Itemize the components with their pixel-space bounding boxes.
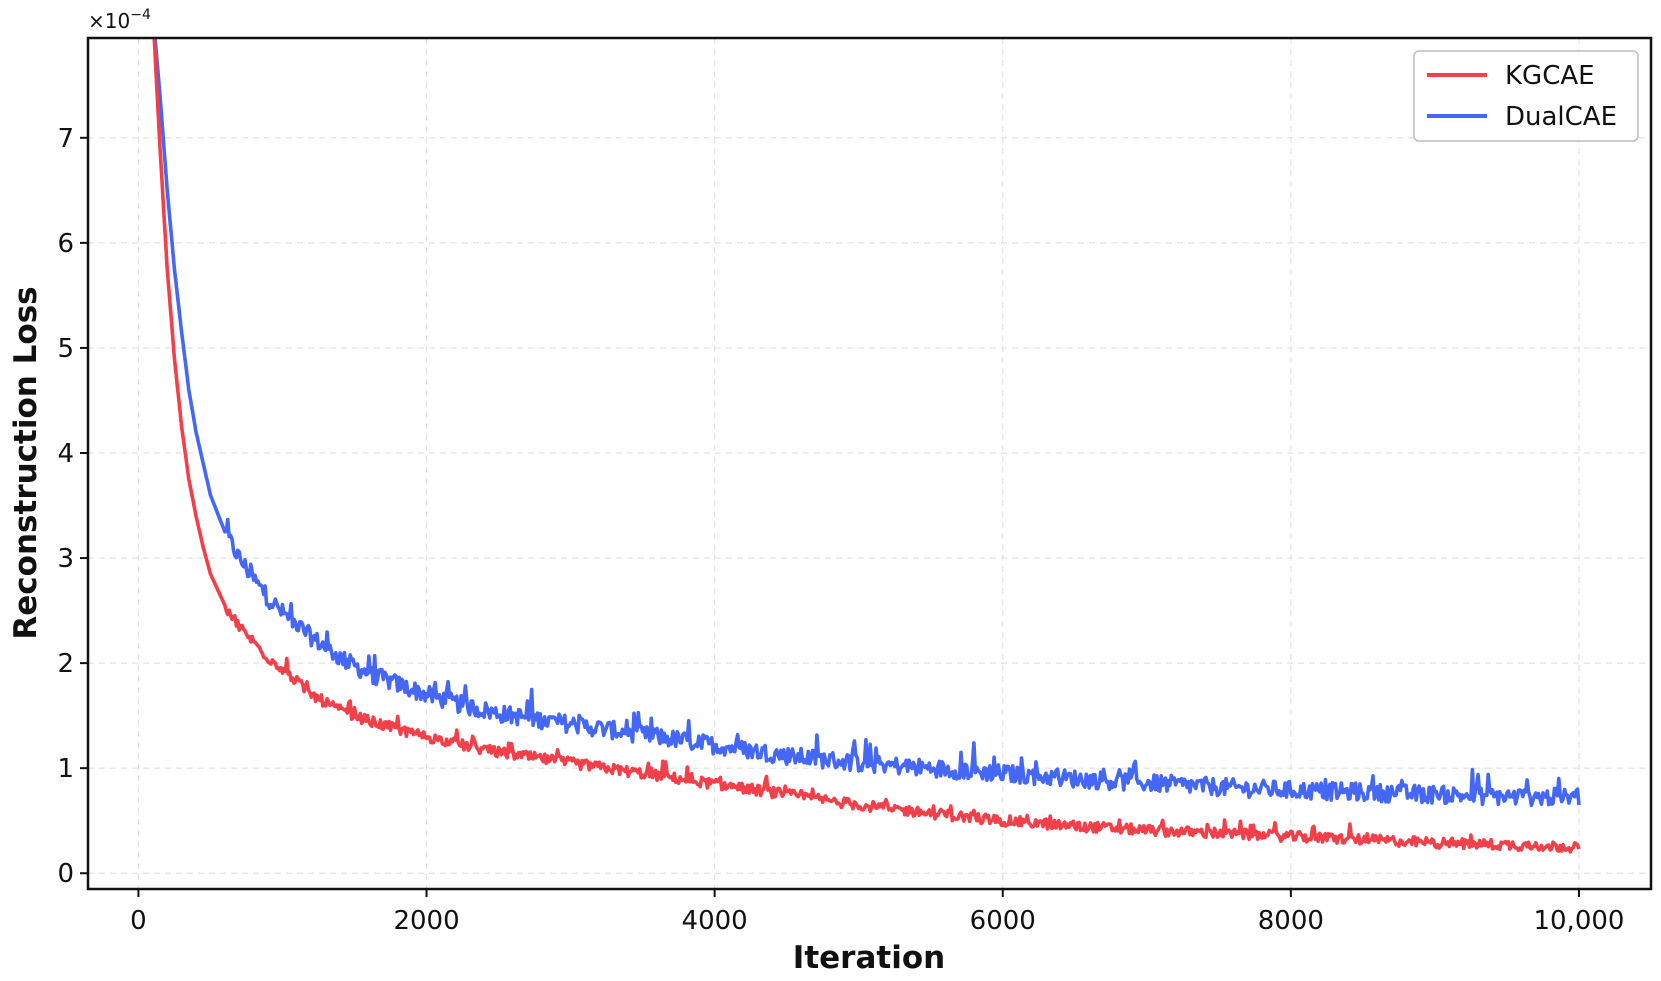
series-layer (152, 38, 1581, 854)
y-tick-label: 1 (57, 754, 74, 784)
series-line-dualcae (153, 38, 1581, 808)
y-tick-label: 4 (57, 439, 74, 469)
y-axis: 0 1 2 3 4 5 6 7 (57, 124, 88, 889)
x-tick-label: 4000 (682, 906, 748, 936)
x-axis: 0 2000 4000 6000 8000 10,000 (130, 889, 1624, 936)
x-tick-label: 10,000 (1533, 906, 1624, 936)
legend-label-kgcae: KGCAE (1505, 61, 1595, 91)
y-tick-label: 0 (57, 859, 74, 889)
y-tick-label: 6 (57, 229, 74, 259)
grid-lines (88, 38, 1651, 889)
y-tick-label: 3 (57, 544, 74, 574)
y-tick-label: 7 (57, 124, 74, 154)
x-tick-label: 2000 (393, 906, 459, 936)
x-axis-title: Iteration (793, 940, 945, 976)
y-tick-label: 2 (57, 649, 74, 679)
series-line-kgcae (152, 38, 1581, 854)
legend-label-dualcae: DualCAE (1505, 102, 1617, 132)
y-scale-base: ×10 (88, 9, 130, 33)
y-axis-title: Reconstruction Loss (8, 286, 44, 639)
y-tick-label: 5 (57, 334, 74, 364)
x-tick-label: 8000 (1258, 906, 1324, 936)
x-tick-label: 0 (130, 906, 147, 936)
plot-frame (86, 36, 1653, 891)
x-tick-label: 6000 (970, 906, 1036, 936)
y-scale-factor: ×10−4 (88, 7, 151, 33)
legend: KGCAE DualCAE (1413, 50, 1639, 142)
y-scale-exponent: −4 (130, 7, 151, 23)
